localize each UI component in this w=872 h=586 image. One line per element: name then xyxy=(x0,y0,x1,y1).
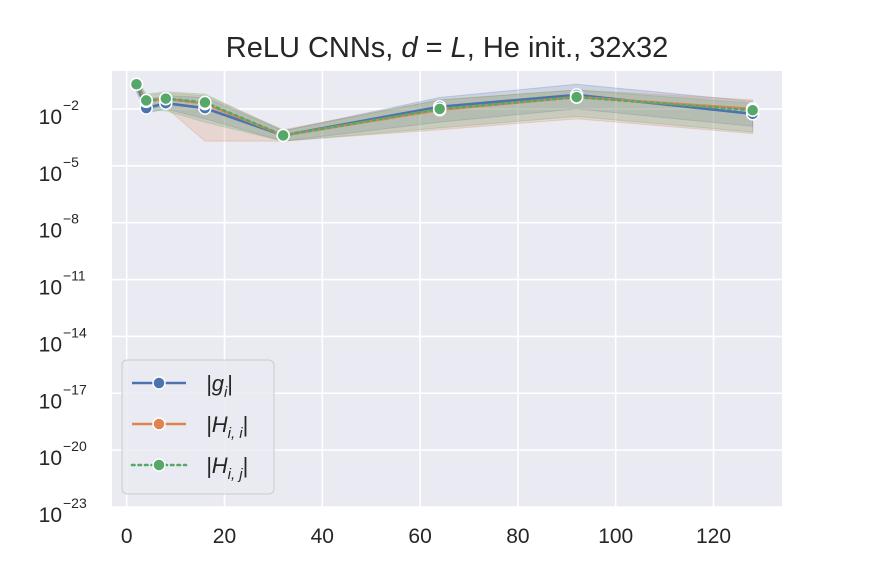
legend-marker xyxy=(152,417,166,431)
series-markers xyxy=(129,77,760,143)
y-tick-label-base: 10 xyxy=(39,447,62,470)
title-italic-l: L xyxy=(451,32,467,64)
y-tick-label-exponent: −8 xyxy=(63,211,79,227)
y-tick-label-exponent: −17 xyxy=(63,381,87,397)
data-point xyxy=(745,103,760,118)
data-point xyxy=(569,90,584,104)
data-point xyxy=(159,91,173,106)
title-italic-d: d xyxy=(401,32,418,64)
x-tick-label: 0 xyxy=(121,525,133,548)
y-tick-label-base: 10 xyxy=(39,106,62,129)
y-tick-label-exponent: −23 xyxy=(63,495,87,511)
x-tick-label: 100 xyxy=(598,525,633,548)
legend-label: |Hi, i| xyxy=(206,412,248,442)
x-tick-label: 80 xyxy=(506,525,529,548)
data-point xyxy=(276,128,290,143)
legend-label: |Hi, j| xyxy=(206,453,248,483)
data-point xyxy=(432,102,447,116)
y-tick-label-base: 10 xyxy=(39,333,62,356)
title-prefix: ReLU CNNs, xyxy=(226,32,402,64)
x-tick-label: 40 xyxy=(311,525,334,548)
y-tick-label-exponent: −14 xyxy=(63,324,87,340)
data-point xyxy=(129,77,144,92)
y-tick-label-exponent: −11 xyxy=(63,268,86,284)
data-point xyxy=(139,93,153,108)
legend-frame xyxy=(121,359,275,495)
y-tick-label-base: 10 xyxy=(39,277,62,300)
x-tick-label: 20 xyxy=(213,525,236,548)
y-tick-label-base: 10 xyxy=(39,390,62,413)
y-tick-label-exponent: −2 xyxy=(63,97,79,113)
legend: |gi| |Hi, i| |Hi, j| xyxy=(121,359,275,495)
legend-marker xyxy=(152,458,166,472)
legend-marker xyxy=(152,376,166,390)
title-equals: = xyxy=(418,32,451,64)
y-tick-label-base: 10 xyxy=(39,504,62,527)
x-tick-label: 120 xyxy=(696,525,731,548)
x-axis-tick-labels: 0 20 40 60 80 100 120 xyxy=(121,525,731,548)
title-suffix: , He init., 32x32 xyxy=(467,32,669,64)
x-tick-label: 60 xyxy=(408,525,431,548)
y-tick-label-base: 10 xyxy=(39,220,62,243)
legend-label: |gi| xyxy=(206,371,233,401)
chart-title: ReLU CNNs, d = L, He init., 32x32 xyxy=(226,32,669,64)
y-tick-label-base: 10 xyxy=(39,163,62,186)
y-tick-label-exponent: −20 xyxy=(63,438,87,454)
y-tick-label-exponent: −5 xyxy=(63,154,79,170)
data-point xyxy=(198,95,212,110)
